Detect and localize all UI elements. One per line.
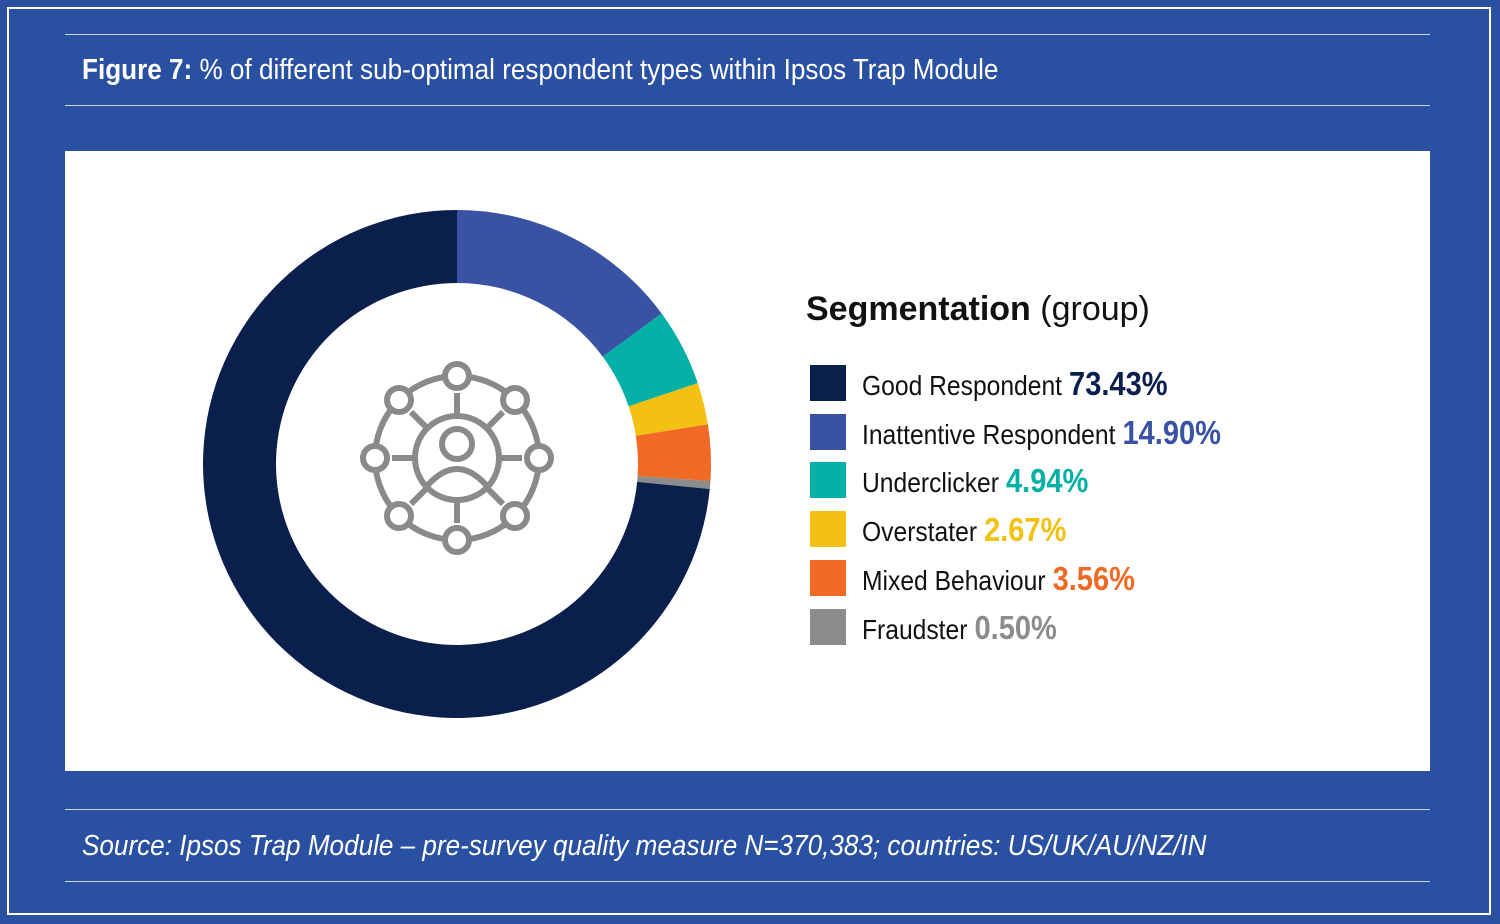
source-note: Source: Ipsos Trap Module – pre-survey q… bbox=[82, 830, 1207, 862]
donut-slice-inattentive-respondent bbox=[457, 210, 662, 357]
legend-swatch bbox=[810, 413, 846, 450]
legend-swatch bbox=[810, 559, 846, 596]
legend-label: Mixed Behaviour bbox=[862, 564, 1046, 596]
donut-slice-overstater bbox=[628, 383, 708, 436]
title-top-rule bbox=[65, 34, 1430, 35]
source-top-rule bbox=[65, 809, 1430, 810]
legend-entry: Overstater 2.67% bbox=[862, 511, 1067, 549]
source-bottom-rule bbox=[65, 881, 1430, 882]
legend-swatch bbox=[810, 365, 846, 401]
legend-label: Fraudster bbox=[862, 613, 968, 645]
legend-swatch bbox=[810, 608, 846, 645]
legend-value: 3.56% bbox=[1052, 559, 1135, 597]
legend-value: 14.90% bbox=[1122, 413, 1221, 451]
legend-entry: Mixed Behaviour 3.56% bbox=[862, 559, 1135, 597]
figure-title-text: % of different sub-optimal respondent ty… bbox=[199, 54, 999, 86]
legend-label: Good Respondent bbox=[862, 370, 1063, 401]
figure-label: Figure 7: bbox=[82, 54, 193, 86]
legend-title: Segmentation (group) bbox=[806, 287, 1150, 331]
donut-chart bbox=[203, 210, 711, 718]
legend-value: 4.94% bbox=[1005, 462, 1089, 500]
figure-frame bbox=[7, 7, 1491, 915]
legend-title-rest: (group) bbox=[1040, 290, 1150, 328]
legend-swatch bbox=[810, 462, 846, 499]
legend-title-bold: Segmentation bbox=[806, 290, 1031, 328]
network-people-icon bbox=[360, 361, 554, 555]
chart-panel: Segmentation (group) Good Respondent 73.4… bbox=[65, 151, 1430, 771]
donut-slice-fraudster bbox=[637, 476, 711, 490]
legend-label: Inattentive Respondent bbox=[862, 418, 1116, 450]
legend-value: 0.50% bbox=[974, 608, 1057, 646]
legend-label: Underclicker bbox=[862, 467, 999, 499]
figure-title: Figure 7: % of different sub-optimal res… bbox=[82, 50, 998, 90]
donut-slice-underclicker bbox=[602, 313, 698, 407]
legend-value: 73.43% bbox=[1069, 365, 1168, 402]
legend-entry: Good Respondent 73.43% bbox=[862, 365, 1168, 402]
legend-value: 2.67% bbox=[984, 511, 1067, 549]
legend-swatch bbox=[810, 511, 846, 548]
donut-slice-mixed-behaviour bbox=[635, 424, 711, 482]
legend-label: Overstater bbox=[862, 516, 978, 548]
title-bottom-rule bbox=[65, 105, 1430, 106]
legend-entry: Underclicker 4.94% bbox=[862, 462, 1089, 500]
legend-entry: Fraudster 0.50% bbox=[862, 608, 1057, 646]
legend-entry: Inattentive Respondent 14.90% bbox=[862, 413, 1221, 451]
